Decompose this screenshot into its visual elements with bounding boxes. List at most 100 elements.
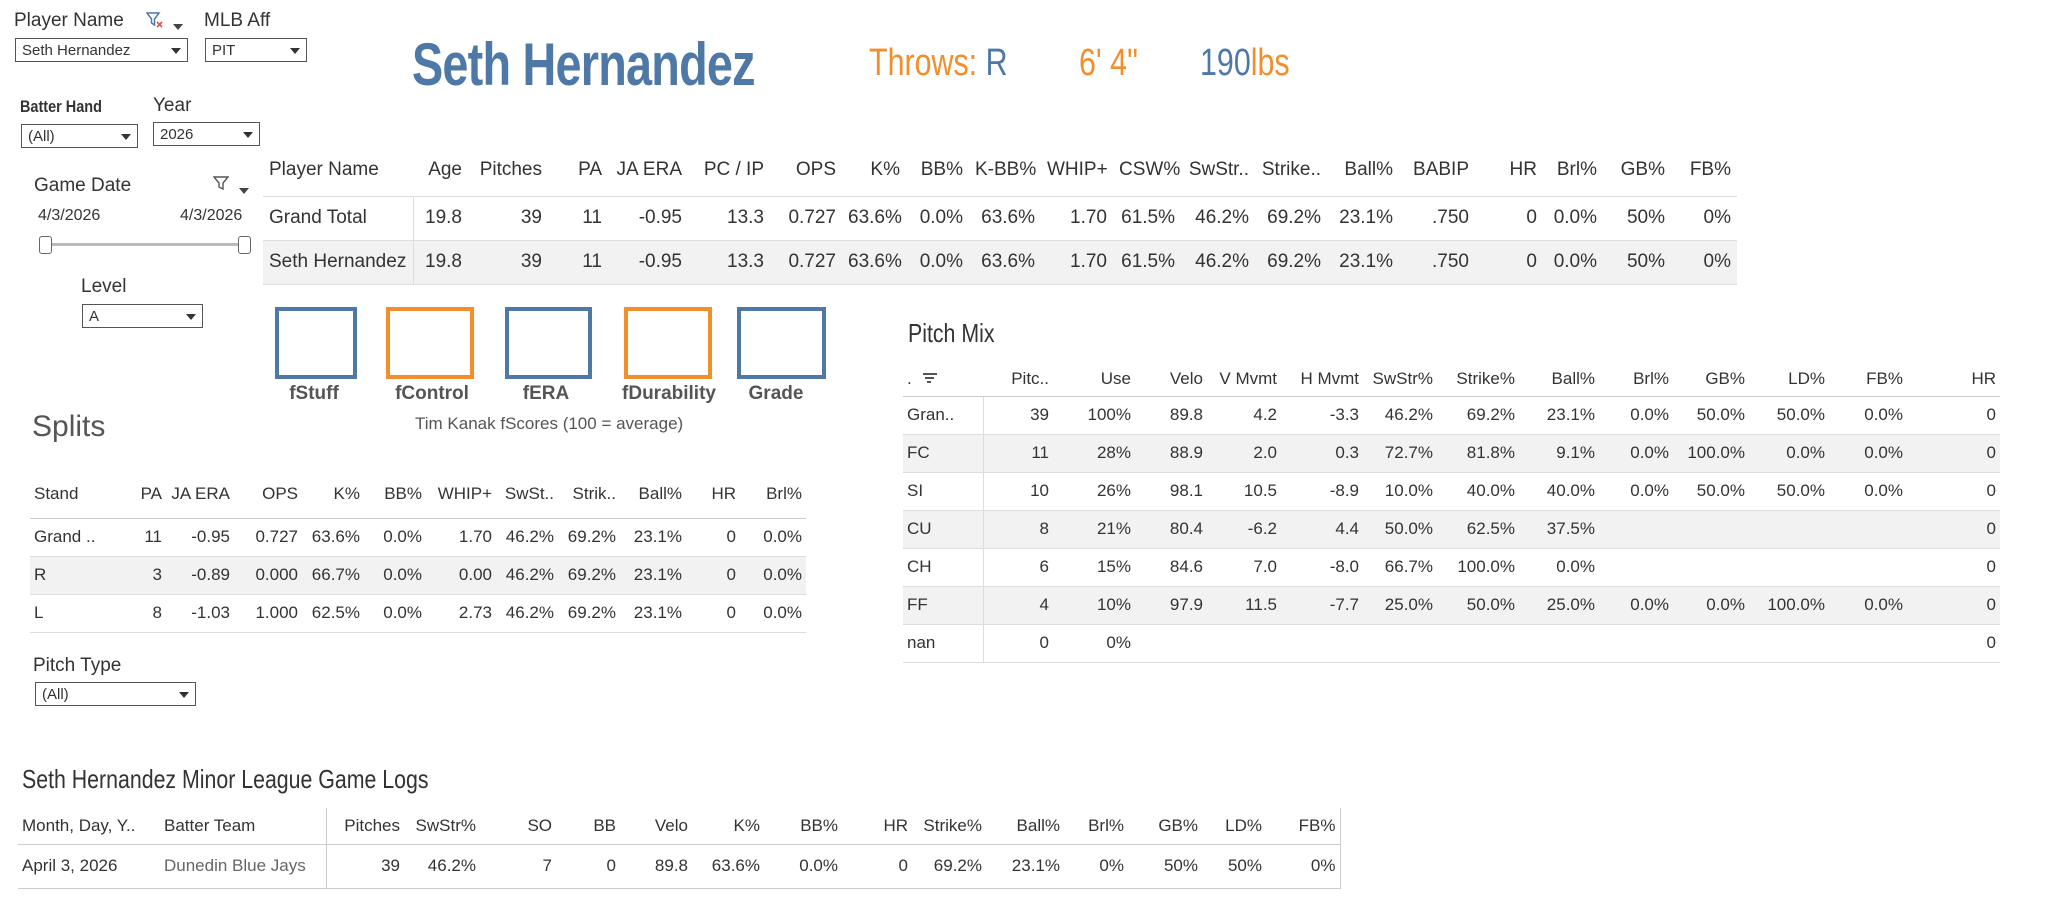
column-header[interactable]: SwStr% xyxy=(404,808,480,845)
column-header[interactable]: JA ERA xyxy=(608,142,688,197)
column-header[interactable]: Ball% xyxy=(986,808,1064,845)
column-header[interactable]: PA xyxy=(122,470,166,519)
column-header[interactable]: HR xyxy=(686,470,740,519)
column-header[interactable]: Ball% xyxy=(1519,362,1599,397)
column-header[interactable]: PC / IP xyxy=(688,142,770,197)
column-header[interactable]: Pitches xyxy=(468,142,548,197)
filter-icon[interactable] xyxy=(212,175,230,191)
date-range-end-handle[interactable] xyxy=(238,236,251,254)
mlb-aff-dropdown[interactable]: PIT xyxy=(205,38,307,62)
table-cell: 23.1% xyxy=(633,565,682,584)
player-name-dropdown[interactable]: Seth Hernandez xyxy=(15,38,188,62)
column-header[interactable]: BB% xyxy=(906,142,969,197)
column-header[interactable]: SO xyxy=(480,808,556,845)
column-header[interactable]: HR xyxy=(1907,362,2000,397)
column-header[interactable]: OPS xyxy=(770,142,842,197)
table-row[interactable]: FC 11 28% 88.9 2.0 0.3 72.7% 81.8% 9.1% 0.0% 100.0… xyxy=(903,434,2000,472)
table-row[interactable]: R 3 -0.89 0.000 66.7% 0.0% 0.00 46.2% 69.2% 23.1%… xyxy=(30,556,806,594)
column-header[interactable]: Strik.. xyxy=(558,470,620,519)
column-header[interactable]: K% xyxy=(302,470,364,519)
column-header[interactable]: PA xyxy=(548,142,608,197)
column-header[interactable]: K-BB% xyxy=(969,142,1041,197)
table-row[interactable]: Gran.. 39 100% 89.8 4.2 -3.3 46.2% 69.2% 23.1% 0.… xyxy=(903,396,2000,434)
table-row[interactable]: April 3, 2026 Dunedin Blue Jays 39 46.2% 7 0 8… xyxy=(18,844,1341,888)
column-header[interactable]: BB xyxy=(556,808,620,845)
column-header[interactable]: FB% xyxy=(1829,362,1907,397)
column-header[interactable]: Brl% xyxy=(1543,142,1603,197)
column-header[interactable]: LD% xyxy=(1202,808,1266,845)
player-name-value: Seth Hernandez xyxy=(22,42,131,59)
column-header[interactable]: GB% xyxy=(1128,808,1202,845)
table-cell: 0.0% xyxy=(1864,405,1903,424)
table-row[interactable]: Grand Total 19.8 39 11 -0.95 13.3 0.727 63.6% 0.… xyxy=(263,196,1737,240)
filter-menu-caret-icon[interactable] xyxy=(239,181,249,199)
column-header[interactable]: BB% xyxy=(364,470,426,519)
throws-label: Throws: xyxy=(869,42,986,84)
column-header[interactable]: LD% xyxy=(1749,362,1829,397)
sort-icon[interactable] xyxy=(922,369,938,388)
table-cell: 25.0% xyxy=(1546,595,1595,614)
table-row[interactable]: L 8 -1.03 1.000 62.5% 0.0% 2.73 46.2% 69.2% 23.1%… xyxy=(30,594,806,632)
column-header[interactable]: Velo xyxy=(620,808,692,845)
date-range-start-handle[interactable] xyxy=(39,236,52,254)
column-header[interactable]: Brl% xyxy=(1599,362,1673,397)
table-cell: 40.0% xyxy=(1546,481,1595,500)
column-header[interactable]: WHIP+ xyxy=(426,470,496,519)
column-header[interactable]: SwSt.. xyxy=(496,470,558,519)
column-header[interactable]: Strike% xyxy=(912,808,986,845)
column-header[interactable]: BB% xyxy=(764,808,842,845)
column-header[interactable]: Player Name xyxy=(263,142,413,197)
level-dropdown[interactable]: A xyxy=(82,304,203,328)
table-row[interactable]: CH 6 15% 84.6 7.0 -8.0 66.7% 100.0% 0.0% 0 xyxy=(903,548,2000,586)
table-row[interactable]: SI 10 26% 98.1 10.5 -8.9 10.0% 40.0% 40.0% 0.0% 50… xyxy=(903,472,2000,510)
column-header[interactable]: Stand xyxy=(30,470,122,519)
table-row[interactable]: FF 4 10% 97.9 11.5 -7.7 25.0% 50.0% 25.0% 0.0% 0.0… xyxy=(903,586,2000,624)
column-header[interactable]: Batter Team xyxy=(160,808,326,845)
column-header[interactable]: K% xyxy=(842,142,906,197)
column-header[interactable]: . xyxy=(903,362,983,397)
clear-filter-icon[interactable] xyxy=(145,11,164,29)
table-row[interactable]: nan 0 0% 0 xyxy=(903,624,2000,662)
column-header[interactable]: Ball% xyxy=(620,470,686,519)
table-row[interactable]: CU 8 21% 80.4 -6.2 4.4 50.0% 62.5% 37.5% 0 xyxy=(903,510,2000,548)
column-header[interactable]: Age xyxy=(413,142,468,197)
column-header[interactable]: Pitc.. xyxy=(983,362,1053,397)
column-header[interactable]: Strike% xyxy=(1437,362,1519,397)
table-row[interactable]: Seth Hernandez 19.8 39 11 -0.95 13.3 0.727 63.6… xyxy=(263,240,1737,284)
column-header[interactable]: Brl% xyxy=(740,470,806,519)
column-header[interactable]: FB% xyxy=(1266,808,1341,845)
batter-hand-dropdown[interactable]: (All) xyxy=(21,124,138,148)
pitch-type-dropdown[interactable]: (All) xyxy=(35,682,196,706)
column-header[interactable]: HR xyxy=(1475,142,1543,197)
table-cell: FC xyxy=(903,434,984,472)
column-header[interactable]: WHIP+ xyxy=(1041,142,1113,197)
table-cell: 46.2% xyxy=(505,603,554,622)
column-header[interactable]: HR xyxy=(842,808,912,845)
column-header[interactable]: Brl% xyxy=(1064,808,1128,845)
column-header[interactable]: BABIP xyxy=(1399,142,1475,197)
column-header[interactable]: K% xyxy=(692,808,764,845)
table-cell: 97.9 xyxy=(1169,595,1203,614)
table-row[interactable]: Grand .. 11 -0.95 0.727 63.6% 0.0% 1.70 46.2% 69… xyxy=(30,518,806,556)
column-header[interactable]: SwStr% xyxy=(1363,362,1437,397)
column-header[interactable]: OPS xyxy=(234,470,302,519)
column-header[interactable]: H Mvmt xyxy=(1281,362,1363,397)
column-header[interactable]: Use xyxy=(1053,362,1135,397)
column-header[interactable]: CSW% xyxy=(1113,142,1181,197)
column-header[interactable]: Month, Day, Y.. xyxy=(18,808,160,845)
column-header[interactable]: Strike.. xyxy=(1255,142,1327,197)
column-header[interactable]: SwStr.. xyxy=(1181,142,1255,197)
column-header[interactable]: Ball% xyxy=(1327,142,1399,197)
column-header[interactable]: Pitches xyxy=(325,808,404,845)
table-cell: 84.6 xyxy=(1169,557,1203,576)
column-header[interactable]: FB% xyxy=(1671,142,1737,197)
column-header[interactable]: GB% xyxy=(1673,362,1749,397)
filter-menu-caret-icon[interactable] xyxy=(173,17,183,35)
column-header[interactable]: Velo xyxy=(1135,362,1207,397)
column-header[interactable]: V Mvmt xyxy=(1207,362,1281,397)
column-header[interactable]: GB% xyxy=(1603,142,1671,197)
table-cell: 11.5 xyxy=(1245,595,1277,614)
column-header[interactable]: JA ERA xyxy=(166,470,234,519)
table-cell: 100% xyxy=(1087,405,1131,424)
year-dropdown[interactable]: 2026 xyxy=(153,122,260,146)
